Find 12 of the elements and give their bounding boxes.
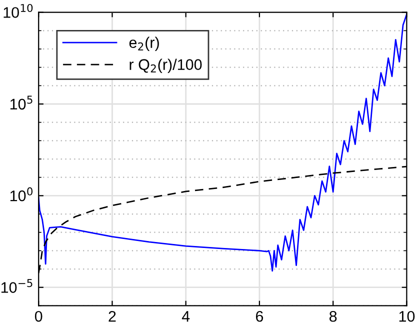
x-tick-label: 4 <box>182 311 190 322</box>
y-tick-label: 10$^{10}$ <box>4 4 33 18</box>
legend-label: r Q$_{2}$(r)/100 <box>130 58 202 73</box>
y-tick-label: 10$^{−5}$ <box>1 279 32 293</box>
x-tick-label: 8 <box>329 310 337 322</box>
x-tick-label: 2 <box>108 310 116 322</box>
x-tick-label: 10 <box>399 310 415 322</box>
y-tick-label: 10$^{0}$ <box>10 187 33 202</box>
legend-label: e$_{2}$(r) <box>129 36 159 51</box>
x-tick-label: 6 <box>256 310 264 322</box>
y-tick-label: 10$^{5}$ <box>10 96 32 110</box>
x-tick-label: 0 <box>34 310 42 322</box>
